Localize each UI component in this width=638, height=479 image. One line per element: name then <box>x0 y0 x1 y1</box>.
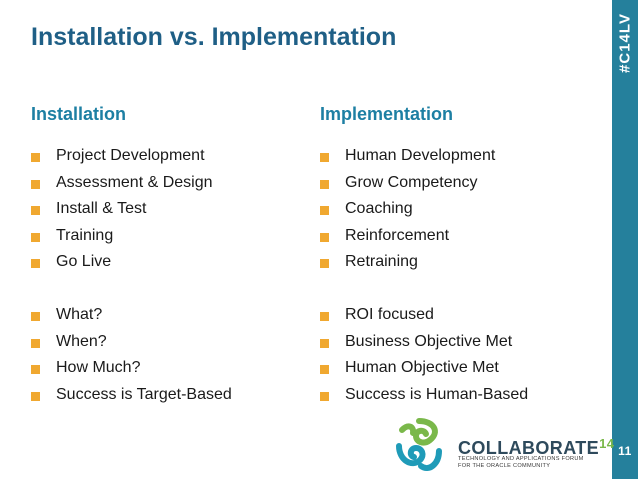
list-item: Human Development <box>320 143 495 170</box>
brand-name: COLLABORATE14 <box>458 436 615 458</box>
square-bullet-icon <box>320 232 329 242</box>
collaborate-logo-icon <box>396 418 442 471</box>
implementation-list-1: Human Development Grow Competency Coachi… <box>320 143 495 276</box>
hashtag-tag: #C14LV <box>612 0 638 86</box>
installation-list-2: What? When? How Much? Success is Target-… <box>31 302 232 408</box>
implementation-heading: Implementation <box>320 104 454 124</box>
list-item: Go Live <box>31 249 213 276</box>
square-bullet-icon <box>31 232 40 242</box>
list-item: Success is Human-Based <box>320 382 528 409</box>
installation-list-1: Project Development Assessment & Design … <box>31 143 213 276</box>
page-number: 11 <box>618 444 632 458</box>
square-bullet-icon <box>320 153 329 162</box>
list-item: Install & Test <box>31 196 213 223</box>
square-bullet-icon <box>320 391 329 401</box>
square-bullet-icon <box>31 153 40 162</box>
list-item: Training <box>31 223 213 250</box>
hashtag-text: #C14LV <box>616 13 634 73</box>
implementation-list-2: ROI focused Business Objective Met Human… <box>320 302 528 408</box>
installation-heading: Installation <box>31 104 127 124</box>
square-bullet-icon <box>320 179 329 189</box>
list-item: Human Objective Met <box>320 355 528 382</box>
square-bullet-icon <box>320 365 329 374</box>
list-item: Assessment & Design <box>31 170 213 197</box>
side-bar <box>612 0 638 479</box>
brand-tagline: TECHNOLOGY AND APPLICATIONS FORUM FOR TH… <box>458 456 584 469</box>
list-item: Project Development <box>31 143 213 170</box>
square-bullet-icon <box>31 365 40 374</box>
square-bullet-icon <box>320 259 329 268</box>
list-item: Business Objective Met <box>320 329 528 356</box>
brand-number: 14 <box>599 436 615 451</box>
list-item: Grow Competency <box>320 170 495 197</box>
list-item: What? <box>31 302 232 329</box>
list-item: Coaching <box>320 196 495 223</box>
square-bullet-icon <box>31 338 40 348</box>
square-bullet-icon <box>320 338 329 348</box>
slide-title: Installation vs. Implementation <box>31 23 397 51</box>
square-bullet-icon <box>31 259 40 268</box>
list-item: Retraining <box>320 249 495 276</box>
list-item: When? <box>31 329 232 356</box>
square-bullet-icon <box>31 206 40 215</box>
list-item: Reinforcement <box>320 223 495 250</box>
list-item: ROI focused <box>320 302 528 329</box>
list-item: How Much? <box>31 355 232 382</box>
square-bullet-icon <box>31 391 40 401</box>
square-bullet-icon <box>320 312 329 321</box>
square-bullet-icon <box>320 206 329 215</box>
square-bullet-icon <box>31 312 40 321</box>
list-item: Success is Target-Based <box>31 382 232 409</box>
square-bullet-icon <box>31 179 40 189</box>
